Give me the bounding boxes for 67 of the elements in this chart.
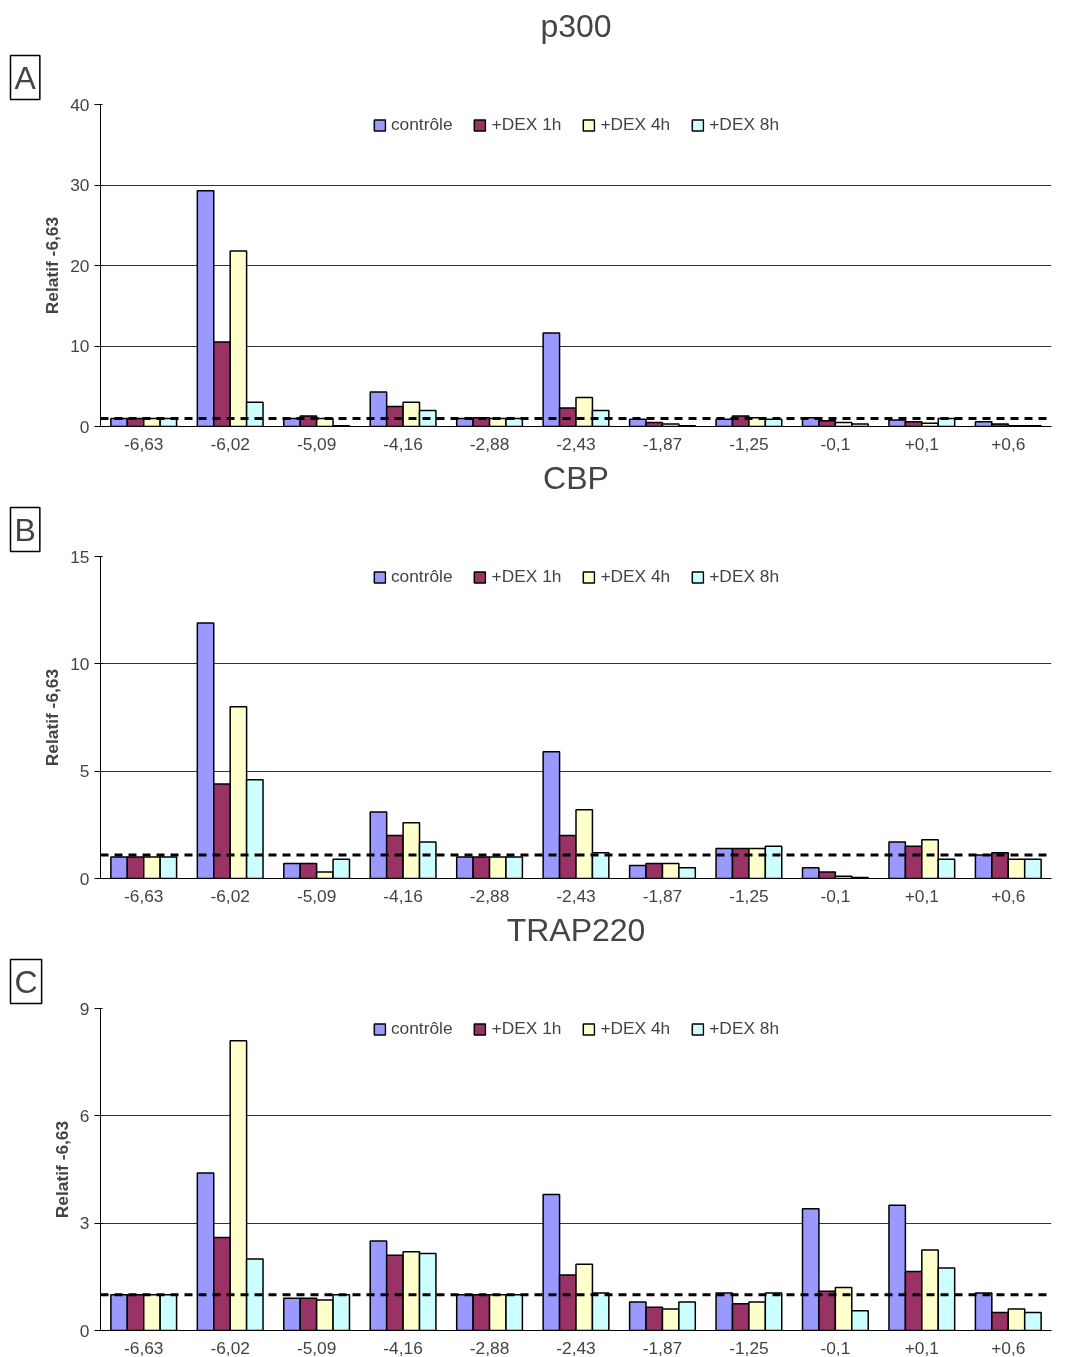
x-tick-label: +0,1: [904, 433, 939, 454]
y-axis-title: Relatif -6,63: [42, 216, 63, 315]
x-tick-label: -1,25: [729, 1337, 769, 1357]
x-tick-label: -4,16: [383, 1337, 423, 1357]
y-axis-title: Relatif -6,63: [42, 668, 63, 767]
x-tick-label: -6,02: [210, 433, 250, 454]
y-axis-title: Relatif -6,63: [51, 1120, 72, 1219]
x-tick-label: -0,1: [820, 433, 851, 454]
x-tick-label: -5,09: [296, 1337, 337, 1357]
x-tick-label: -5,09: [296, 885, 337, 906]
legend-label: +DEX 1h: [491, 1018, 562, 1039]
x-tick-label: +0,6: [991, 433, 1026, 454]
x-tick-label: -0,1: [820, 1337, 851, 1357]
y-tick-label: 10: [70, 653, 90, 674]
x-tick-label: -6,02: [210, 885, 250, 906]
text: B: [14, 511, 36, 548]
y-tick-label: 6: [79, 1105, 90, 1126]
x-tick-label: +0,1: [904, 885, 939, 906]
x-tick-label: -6,02: [210, 1337, 250, 1357]
text: A: [14, 59, 37, 96]
x-tick-label: -1,25: [729, 433, 769, 454]
x-tick-label: +0,1: [904, 1337, 939, 1357]
x-tick-label: -1,87: [642, 1337, 683, 1357]
x-tick-label: -4,16: [383, 433, 423, 454]
legend-label: +DEX 4h: [600, 114, 671, 135]
x-tick-label: -4,16: [383, 885, 423, 906]
y-tick-label: 40: [70, 94, 90, 115]
x-tick-label: -2,43: [556, 885, 596, 906]
x-tick-label: -1,87: [642, 433, 683, 454]
chart-title: TRAP220: [506, 911, 646, 948]
y-tick-label: 15: [70, 546, 90, 567]
chart-title: CBP: [543, 459, 609, 496]
legend-label: contrôle: [390, 114, 453, 135]
legend-label: +DEX 4h: [600, 1018, 671, 1039]
legend-label: +DEX 1h: [491, 566, 562, 587]
y-tick-label: 30: [70, 175, 90, 195]
y-tick-label: 20: [70, 255, 90, 276]
legend-label: +DEX 8h: [709, 114, 780, 135]
y-tick-label: 9: [79, 998, 90, 1019]
x-tick-label: -2,88: [469, 885, 510, 906]
x-tick-label: -1,87: [642, 885, 683, 906]
x-tick-label: +0,6: [991, 1337, 1026, 1357]
legend-label: +DEX 1h: [491, 114, 562, 135]
chart-title: p300: [540, 7, 612, 44]
y-tick-label: 10: [70, 336, 90, 356]
legend-label: contrôle: [390, 1018, 453, 1039]
x-tick-label: -2,88: [469, 433, 510, 454]
x-tick-label: -6,63: [123, 885, 164, 906]
y-tick-label: 3: [79, 1213, 90, 1234]
legend-label: +DEX 8h: [709, 566, 780, 587]
y-tick-label: 0: [79, 868, 90, 889]
y-tick-label: 0: [79, 1320, 90, 1341]
legend-label: +DEX 4h: [600, 566, 671, 587]
x-tick-label: -0,1: [820, 885, 851, 906]
legend-label: +DEX 8h: [709, 1018, 780, 1039]
x-tick-label: -1,25: [729, 885, 769, 906]
x-tick-label: -2,43: [556, 433, 596, 454]
x-tick-label: -2,88: [469, 1337, 510, 1357]
y-tick-label: 0: [79, 416, 90, 437]
x-tick-label: -6,63: [123, 433, 164, 454]
x-tick-label: -5,09: [296, 433, 337, 454]
x-tick-label: -2,43: [556, 1337, 596, 1357]
y-tick-label: 5: [79, 761, 90, 782]
x-tick-label: -6,63: [123, 1337, 164, 1357]
text: C: [14, 963, 38, 1000]
legend-label: contrôle: [390, 566, 453, 587]
x-tick-label: +0,6: [991, 885, 1026, 906]
